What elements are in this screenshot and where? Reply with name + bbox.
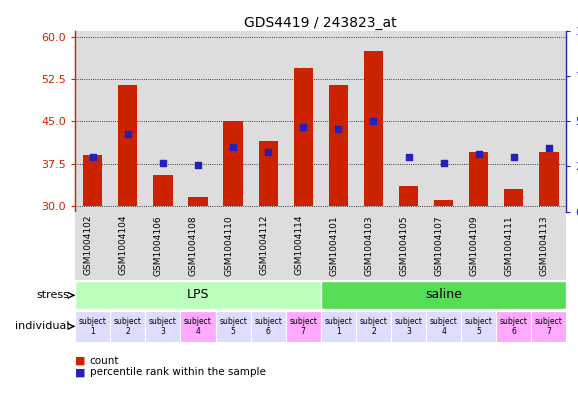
Text: subject
6: subject 6 bbox=[500, 317, 528, 336]
Text: subject
5: subject 5 bbox=[465, 317, 492, 336]
Text: subject
3: subject 3 bbox=[149, 317, 177, 336]
Bar bbox=[399, 186, 418, 206]
Bar bbox=[180, 311, 216, 342]
Bar bbox=[75, 311, 110, 342]
Text: subject
7: subject 7 bbox=[290, 317, 317, 336]
Text: GSM1004103: GSM1004103 bbox=[365, 215, 373, 275]
Bar bbox=[110, 311, 145, 342]
Text: ■: ■ bbox=[75, 367, 86, 377]
Text: individual: individual bbox=[15, 321, 69, 331]
Bar bbox=[251, 311, 286, 342]
Point bbox=[544, 145, 554, 152]
Bar bbox=[531, 311, 566, 342]
Bar bbox=[224, 121, 243, 206]
Bar bbox=[153, 175, 172, 206]
Bar bbox=[434, 200, 453, 206]
Bar bbox=[216, 311, 251, 342]
Bar bbox=[356, 311, 391, 342]
Point bbox=[334, 125, 343, 132]
Point bbox=[88, 154, 97, 161]
Text: GSM1004106: GSM1004106 bbox=[154, 215, 163, 275]
Text: subject
4: subject 4 bbox=[429, 317, 458, 336]
Bar bbox=[391, 311, 426, 342]
Point bbox=[123, 131, 132, 137]
Bar bbox=[504, 189, 524, 206]
Point bbox=[158, 160, 168, 166]
Text: GSM1004104: GSM1004104 bbox=[119, 215, 128, 275]
Point bbox=[439, 160, 448, 166]
Text: GSM1004111: GSM1004111 bbox=[505, 215, 514, 275]
Bar bbox=[294, 68, 313, 206]
Point bbox=[474, 151, 483, 157]
Bar bbox=[145, 311, 180, 342]
Bar bbox=[188, 197, 208, 206]
Text: GSM1004105: GSM1004105 bbox=[399, 215, 409, 275]
Bar bbox=[321, 311, 356, 342]
Text: GSM1004113: GSM1004113 bbox=[540, 215, 549, 275]
Title: GDS4419 / 243823_at: GDS4419 / 243823_at bbox=[244, 17, 397, 30]
Text: subject
6: subject 6 bbox=[254, 317, 282, 336]
Text: GSM1004110: GSM1004110 bbox=[224, 215, 233, 275]
Text: GSM1004114: GSM1004114 bbox=[294, 215, 303, 275]
Bar bbox=[118, 85, 138, 206]
Point bbox=[264, 149, 273, 155]
Text: GSM1004101: GSM1004101 bbox=[329, 215, 338, 275]
Text: count: count bbox=[90, 356, 119, 365]
Bar bbox=[75, 281, 321, 309]
Text: GSM1004102: GSM1004102 bbox=[84, 215, 92, 275]
Text: stress: stress bbox=[36, 290, 69, 300]
Text: subject
5: subject 5 bbox=[219, 317, 247, 336]
Point bbox=[193, 162, 202, 168]
Bar bbox=[497, 311, 531, 342]
Bar bbox=[426, 311, 461, 342]
Bar bbox=[286, 311, 321, 342]
Text: LPS: LPS bbox=[187, 288, 209, 301]
Text: GSM1004109: GSM1004109 bbox=[470, 215, 479, 275]
Bar bbox=[258, 141, 278, 206]
Bar bbox=[469, 152, 488, 206]
Bar bbox=[321, 281, 566, 309]
Bar bbox=[364, 51, 383, 206]
Point bbox=[404, 154, 413, 161]
Text: GSM1004112: GSM1004112 bbox=[259, 215, 268, 275]
Text: subject
7: subject 7 bbox=[535, 317, 563, 336]
Bar bbox=[539, 152, 558, 206]
Text: GSM1004108: GSM1004108 bbox=[189, 215, 198, 275]
Text: percentile rank within the sample: percentile rank within the sample bbox=[90, 367, 265, 377]
Point bbox=[369, 118, 378, 125]
Bar bbox=[83, 155, 102, 206]
Text: ■: ■ bbox=[75, 356, 86, 365]
Point bbox=[228, 143, 238, 150]
Text: subject
2: subject 2 bbox=[114, 317, 142, 336]
Point bbox=[509, 154, 518, 161]
Text: subject
1: subject 1 bbox=[324, 317, 352, 336]
Text: subject
2: subject 2 bbox=[360, 317, 387, 336]
Text: subject
4: subject 4 bbox=[184, 317, 212, 336]
Text: subject
3: subject 3 bbox=[395, 317, 423, 336]
Point bbox=[299, 124, 308, 130]
Bar bbox=[329, 85, 348, 206]
Text: saline: saline bbox=[425, 288, 462, 301]
Text: GSM1004107: GSM1004107 bbox=[435, 215, 443, 275]
Bar bbox=[461, 311, 497, 342]
Text: subject
1: subject 1 bbox=[79, 317, 106, 336]
